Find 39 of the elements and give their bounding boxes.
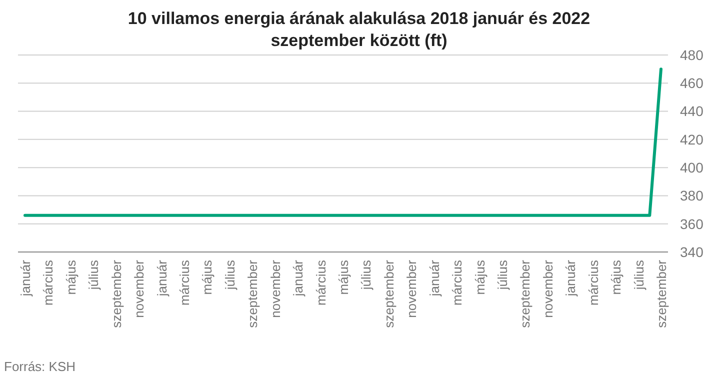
y-tick-label: 340: [680, 244, 704, 260]
y-tick-label: 400: [680, 159, 704, 176]
x-tick-label: július: [358, 260, 374, 291]
x-tick-label: szeptember: [245, 259, 260, 328]
x-tick-label: január: [563, 259, 578, 298]
x-tick-label: november: [132, 259, 147, 318]
x-tick-label: szeptember: [108, 259, 124, 328]
x-tick-label: március: [586, 260, 601, 306]
x-tick-label: november: [268, 259, 283, 318]
x-tick-label: január: [290, 259, 306, 298]
x-tick-label: május: [63, 260, 78, 295]
x-tick-label: március: [450, 260, 465, 306]
x-tick-label: március: [177, 260, 192, 306]
x-tick-label: július: [86, 260, 102, 291]
y-tick-label: 460: [680, 75, 704, 92]
x-tick-label: november: [540, 259, 556, 318]
x-tick-label: március: [40, 260, 56, 306]
y-tick-label: 360: [680, 216, 704, 232]
x-tick-label: május: [608, 260, 624, 295]
x-tick-label: szeptember: [654, 259, 669, 328]
x-tick-label: május: [336, 260, 351, 295]
x-tick-label: január: [154, 259, 170, 298]
y-tick-label: 420: [680, 131, 704, 148]
x-tick-label: november: [404, 259, 420, 318]
y-tick-label: 480: [680, 46, 704, 63]
x-tick-label: május: [472, 260, 488, 295]
x-tick-label: március: [313, 260, 328, 306]
y-tick-label: 440: [680, 103, 704, 120]
x-tick-label: július: [631, 260, 646, 291]
y-tick-label: 380: [680, 188, 704, 204]
x-tick-label: május: [200, 260, 215, 295]
x-tick-label: szeptember: [381, 259, 396, 328]
x-tick-label: július: [222, 260, 238, 291]
chart-title: 10 villamos energia árának alakulása 2018 január és 2022 szeptember között (ft): [128, 9, 590, 50]
x-tick-label: szeptember: [518, 259, 533, 328]
text: Forrás: KSH: [4, 359, 76, 374]
x-tick-label: január: [426, 259, 442, 298]
x-tick-label: január: [18, 259, 33, 298]
x-tick-label: július: [495, 260, 510, 291]
